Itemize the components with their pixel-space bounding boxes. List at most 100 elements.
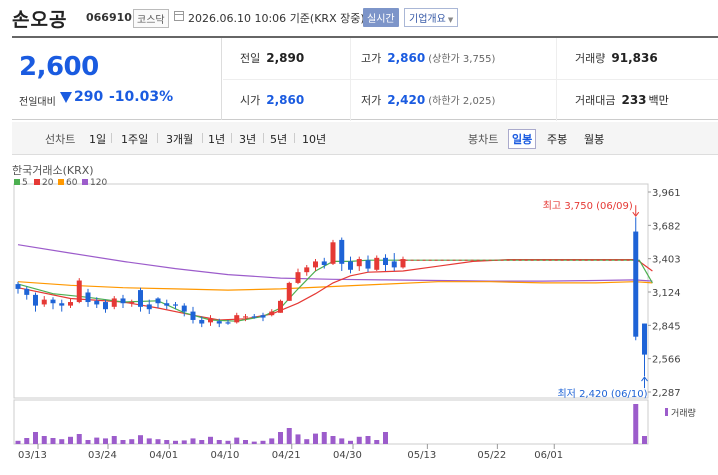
candle-body [129,302,135,304]
candle-body [348,261,353,270]
tab-3y[interactable]: 3년 [239,133,257,146]
tab-1w[interactable]: 1주일 [121,133,149,146]
volume-bar [356,436,362,444]
y-tick-label: 3,961 [652,188,681,199]
x-tick-label: 05/22 [477,450,506,461]
change-percent: -10.03% [109,89,174,105]
tab-divider [202,133,203,143]
x-tick-label: 03/13 [18,450,47,461]
volume-bar [181,440,187,444]
candle-body [24,288,30,295]
volume-bar [76,434,82,444]
candle-body [68,302,73,306]
volume-bar [383,432,388,444]
volume-bar [251,441,257,444]
x-tick-label: 05/13 [407,450,436,461]
company-overview-button[interactable]: 기업개요 ▼ [404,8,459,27]
volume-bar [173,440,178,444]
y-tick-label: 3,403 [652,255,681,266]
stock-code: 066910 [86,11,132,24]
y-tick-label: 2,845 [652,321,681,332]
ma60-line [17,281,653,291]
stock-name: 손오공 [12,9,68,31]
candle-body [383,257,388,265]
volume-bar [68,436,73,444]
y-tick-label: 2,287 [652,388,681,399]
volume-bar [59,439,65,444]
volume-bar [146,438,152,444]
down-triangle-icon [60,92,72,103]
tab-5y[interactable]: 5년 [270,133,288,146]
ma5-line [17,259,653,322]
volume-bar [365,436,371,444]
candle-body [138,290,143,307]
tab-3m[interactable]: 3개월 [166,133,194,146]
candle-body [33,294,38,306]
price-current-panel: 2,600 전일대비 290 -10.03% [12,38,222,120]
candle-chart-label[interactable]: 봉차트 [468,133,499,146]
volume-bar [94,437,100,444]
chevron-down-icon: ▼ [447,16,454,24]
stat-high: 고가 2,860 (상한가 3,755) [350,38,530,79]
volume-bar [260,440,266,444]
volume-bar [24,438,30,444]
volume-bar [295,434,301,444]
candle-body [330,242,336,264]
candle-body [199,319,205,324]
volume-bar [374,440,380,444]
candle-body [365,260,371,269]
candle-body [173,304,178,306]
stat-volume: 거래량 91,836 [556,38,716,79]
volume-bar [15,440,21,444]
volume-bar [286,428,292,444]
tab-monthly[interactable]: 월봉 [584,133,605,146]
stock-chart[interactable]: 한국거래소(KRX) 5 20 60 120 3,961 3,682 3,403 3,124 2,… [0,160,718,472]
candle-body [339,239,345,264]
candle-body [120,298,126,304]
plot-frame [13,183,649,399]
legend-swatch [14,179,20,185]
candle-body [642,323,647,355]
tab-daily[interactable]: 일봉 [508,129,537,149]
volume-bar [330,436,336,444]
tab-1d[interactable]: 1일 [89,133,107,146]
stat-low: 저가 2,420 (하한가 2,025) [350,80,530,121]
ma20-line [17,259,653,321]
candle-body [356,259,362,267]
chart-svg: 한국거래소(KRX)5 20 60 120 3,961 3,682 3,403 3,124 2,… [12,164,696,461]
max-arrow-head [632,211,640,218]
x-tick-label: 03/24 [88,450,117,461]
current-price: 2,600 [19,52,99,82]
tab-1y[interactable]: 1년 [208,133,226,146]
source-label: 한국거래소(KRX) [12,164,94,177]
tab-weekly[interactable]: 주봉 [547,133,568,146]
candle-body [234,315,240,323]
x-tick-label: 04/30 [333,450,362,461]
x-tick-label: 04/01 [149,450,178,461]
candle-body [400,259,406,268]
chart-tabs: 선차트 1일 1주일 3개월 1년 3년 5년 10년 봉차트 일봉 주봉 월봉 [12,122,718,155]
volume-bar [339,438,345,444]
volume-bar [33,432,38,444]
volume-bar [642,436,647,444]
tab-10y[interactable]: 10년 [302,133,327,146]
candle-body [278,300,283,313]
legend-swatch [82,179,88,185]
volume-bar [243,440,248,444]
volume-bar [111,436,117,444]
volume-bar [138,435,143,444]
candle-body [286,282,292,301]
legend-swatch [58,179,64,185]
volume-bar [199,440,205,444]
line-chart-label[interactable]: 선차트 [45,133,76,146]
candle-body [391,261,397,268]
calendar-icon [174,11,184,21]
min-arrow-head [641,376,648,382]
volume-bar [190,438,196,444]
tab-divider [111,133,112,143]
market-badge: 코스닥 [133,9,169,28]
volume-bar [208,436,213,444]
volume-bar [321,432,327,444]
realtime-button[interactable]: 실시간 [363,8,399,27]
change-value: 290 [74,89,104,105]
